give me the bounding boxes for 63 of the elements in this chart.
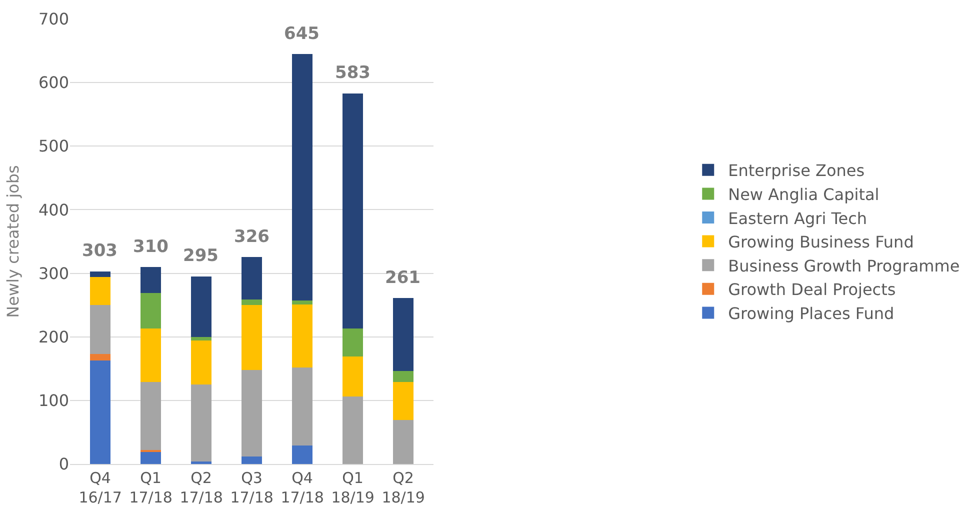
bar: [191, 384, 212, 462]
y-tick-label: 100: [38, 391, 69, 410]
y-tick-label: 0: [58, 454, 69, 474]
legend-label: Enterprise Zones: [728, 161, 865, 180]
bar: [140, 382, 161, 450]
bar: [342, 356, 363, 397]
legend-label: Growth Deal Projects: [728, 280, 896, 300]
bar: [140, 328, 161, 382]
bar: [90, 277, 110, 306]
y-tick-label: 700: [38, 10, 69, 29]
total-label: 310: [133, 237, 169, 257]
bar: [292, 446, 312, 464]
total-label: 645: [284, 24, 320, 44]
bar: [292, 54, 312, 301]
total-label: 583: [335, 63, 370, 83]
x-tick-label: Q2 17/18: [180, 469, 223, 506]
y-tick-label: 300: [38, 264, 69, 283]
y-tick-label: 500: [38, 136, 69, 156]
bar: [292, 367, 312, 446]
bar: [292, 304, 312, 368]
legend-label: Growing Places Fund: [728, 304, 894, 323]
bar: [140, 452, 161, 464]
legend-label: Eastern Agri Tech: [728, 208, 868, 228]
bar: [242, 256, 262, 300]
bar: [191, 340, 212, 385]
bar: [90, 360, 110, 464]
legend-label: Growing Business Fund: [728, 232, 914, 252]
bar: [140, 292, 161, 329]
bar: [242, 456, 262, 464]
legend-label: Business Growth Programme: [728, 256, 960, 276]
total-label: 303: [82, 241, 118, 261]
bar: [242, 370, 262, 456]
total-label: 326: [234, 227, 270, 247]
y-tick-label: 400: [38, 200, 69, 220]
bar: [292, 300, 312, 304]
y-tick-label: 600: [38, 73, 69, 92]
bar: [393, 371, 414, 382]
bar: [393, 382, 414, 420]
bar: [90, 271, 110, 278]
bar: [242, 305, 262, 370]
bar: [242, 299, 262, 306]
bar: [393, 298, 414, 372]
y-axis-title: Newly created jobs: [3, 165, 22, 318]
total-label: 295: [183, 246, 218, 266]
x-tick-label: Q2 18/19: [382, 469, 425, 506]
bar: [90, 305, 110, 354]
x-tick-label: Q4 16/17: [78, 469, 122, 506]
bar: [140, 266, 161, 293]
y-tick-label: 200: [38, 327, 69, 346]
bar: [342, 396, 363, 464]
bar: [393, 420, 414, 464]
total-label: 261: [385, 268, 420, 288]
x-tick-label: Q3 17/18: [230, 469, 274, 506]
x-tick-label: Q1 18/19: [331, 469, 374, 506]
bar: [191, 336, 212, 341]
x-tick-label: Q4 17/18: [280, 469, 324, 506]
bar: [191, 276, 212, 337]
bar: [342, 93, 363, 329]
bar: [90, 354, 110, 360]
x-tick-label: Q1 17/18: [129, 469, 172, 506]
bar: [191, 461, 212, 464]
bar: [342, 328, 363, 357]
legend-label: New Anglia Capital: [728, 184, 880, 204]
